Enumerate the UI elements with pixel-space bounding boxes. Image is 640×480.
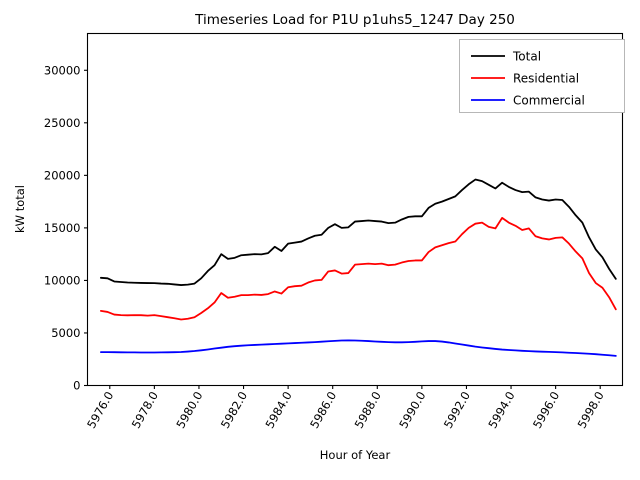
y-tick-label: 25000 xyxy=(44,116,81,130)
series-line-residential xyxy=(99,217,617,321)
x-tick-label: 5992.0 xyxy=(441,389,473,431)
x-tick-label: 5986.0 xyxy=(307,389,339,431)
y-tick-label: 10000 xyxy=(44,273,81,287)
x-tick-label: 5978.0 xyxy=(129,389,161,431)
x-tick-label: 5994.0 xyxy=(485,389,517,431)
series-line-commercial xyxy=(99,339,617,357)
y-tick-label: 15000 xyxy=(44,221,81,235)
x-axis-ticks: 5976.0 5978.0 5980.0 5982.0 5984.0 5986.0 5988… xyxy=(84,385,607,431)
y-axis-label: kW total xyxy=(13,185,27,233)
x-tick-label: 5980.0 xyxy=(173,389,205,431)
series-line-total xyxy=(99,178,617,286)
x-tick-label: 5990.0 xyxy=(396,389,428,431)
y-axis-ticks: 0 5000 10000 15000 20000 25000 30000 xyxy=(44,63,88,393)
x-tick-label: 5988.0 xyxy=(352,389,384,431)
chart-legend: Total Residential Commercial xyxy=(459,39,625,113)
y-tick-label: 20000 xyxy=(44,168,81,182)
x-tick-label: 5996.0 xyxy=(530,389,562,431)
x-tick-label: 5998.0 xyxy=(575,389,607,431)
legend-label-commercial: Commercial xyxy=(513,94,585,108)
chart-title: Timeseries Load for P1U p1uhs5_1247 Day … xyxy=(194,12,515,28)
legend-label-total: Total xyxy=(512,50,541,64)
y-tick-label: 30000 xyxy=(44,63,81,77)
x-tick-label: 5984.0 xyxy=(262,389,294,431)
legend-label-residential: Residential xyxy=(513,72,579,86)
x-tick-label: 5982.0 xyxy=(218,389,250,431)
x-axis-label: Hour of Year xyxy=(320,448,391,462)
y-tick-label: 0 xyxy=(73,379,80,393)
series-lines xyxy=(99,178,617,357)
plot-area-frame xyxy=(86,32,624,387)
x-tick-label: 5976.0 xyxy=(84,389,116,431)
y-tick-label: 5000 xyxy=(51,326,80,340)
